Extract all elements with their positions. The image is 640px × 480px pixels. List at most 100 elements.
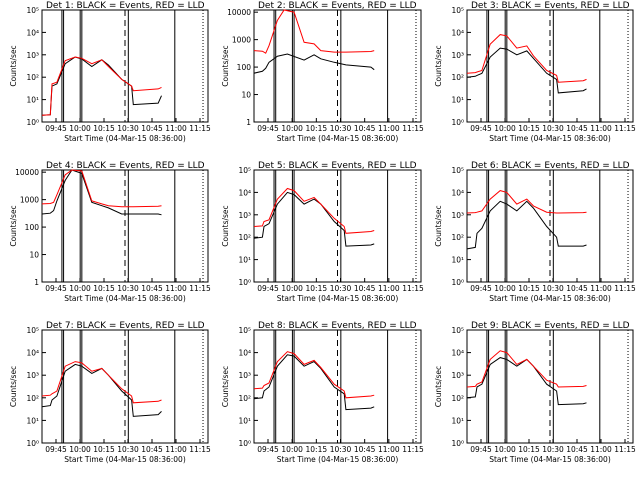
x-tick-label: 10:45 bbox=[141, 445, 163, 454]
panel-title: Det 6: BLACK = Events, RED = LLD bbox=[471, 161, 630, 171]
y-axis-label: Counts/sec bbox=[221, 366, 230, 407]
y-tick-label: 10¹ bbox=[451, 256, 464, 265]
x-tick-label: 10:15 bbox=[306, 124, 328, 133]
x-axis-label: Start Time (04-Mar-15 08:36:00) bbox=[64, 294, 186, 303]
x-tick-label: 11:00 bbox=[165, 445, 187, 454]
x-tick-label: 10:00 bbox=[281, 124, 303, 133]
x-tick-label: 10:15 bbox=[306, 284, 328, 293]
x-tick-label: 09:45 bbox=[45, 124, 67, 133]
series-lld-line bbox=[253, 187, 375, 234]
x-tick-label: 10:00 bbox=[494, 284, 516, 293]
y-tick-label: 1000 bbox=[20, 196, 39, 205]
y-tick-label: 100 bbox=[237, 63, 252, 72]
series-events-line bbox=[253, 191, 375, 247]
y-tick-label: 10¹ bbox=[26, 416, 39, 425]
x-axis-label: Start Time (04-Mar-15 08:36:00) bbox=[64, 455, 186, 464]
y-tick-label: 10⁵ bbox=[451, 6, 464, 15]
y-tick-label: 10⁵ bbox=[26, 6, 39, 15]
x-tick-label: 11:00 bbox=[590, 284, 612, 293]
x-tick-label: 10:00 bbox=[281, 284, 303, 293]
y-tick-label: 10⁴ bbox=[238, 349, 251, 358]
y-tick-label: 10² bbox=[26, 394, 39, 403]
series-events-line bbox=[466, 47, 587, 94]
x-tick-label: 09:45 bbox=[470, 124, 492, 133]
x-tick-label: 10:15 bbox=[93, 445, 115, 454]
x-tick-label: 09:45 bbox=[257, 445, 279, 454]
y-tick-label: 10³ bbox=[451, 371, 464, 380]
series-events-line bbox=[41, 363, 162, 417]
series-events-line bbox=[41, 56, 162, 116]
x-axis-label: Start Time (04-Mar-15 08:36:00) bbox=[489, 455, 611, 464]
series-events-line bbox=[253, 354, 375, 411]
x-tick-label: 09:45 bbox=[470, 445, 492, 454]
panel-title: Det 1: BLACK = Events, RED = LLD bbox=[46, 1, 205, 11]
panel-title: Det 5: BLACK = Events, RED = LLD bbox=[258, 161, 417, 171]
x-tick-label: 11:00 bbox=[590, 124, 612, 133]
y-tick-label: 10⁵ bbox=[451, 326, 464, 335]
x-tick-label: 10:00 bbox=[69, 124, 91, 133]
x-tick-label: 09:45 bbox=[257, 284, 279, 293]
y-tick-label: 10⁴ bbox=[451, 188, 464, 197]
x-tick-label: 10:30 bbox=[330, 445, 352, 454]
x-tick-label: 11:15 bbox=[614, 284, 636, 293]
y-tick-label: 10⁵ bbox=[451, 166, 464, 175]
x-tick-label: 09:45 bbox=[257, 124, 279, 133]
x-tick-label: 10:15 bbox=[93, 284, 115, 293]
series-lld-line bbox=[466, 34, 587, 83]
y-tick-label: 10⁰ bbox=[451, 439, 464, 448]
plot-frame bbox=[41, 329, 209, 444]
y-tick-label: 10⁴ bbox=[26, 349, 39, 358]
y-tick-label: 10¹ bbox=[238, 256, 251, 265]
x-tick-label: 11:00 bbox=[378, 284, 400, 293]
y-tick-label: 10⁴ bbox=[451, 349, 464, 358]
y-tick-label: 10⁵ bbox=[26, 326, 39, 335]
x-tick-label: 10:00 bbox=[494, 124, 516, 133]
y-tick-label: 10⁴ bbox=[451, 28, 464, 37]
x-tick-label: 11:15 bbox=[402, 445, 424, 454]
x-axis-label: Start Time (04-Mar-15 08:36:00) bbox=[64, 134, 186, 143]
det-panel-3: Det 3: BLACK = Events, RED = LLD 10⁰ 10¹ 10… bbox=[434, 1, 636, 143]
x-tick-label: 10:45 bbox=[141, 284, 163, 293]
y-tick-label: 10³ bbox=[451, 51, 464, 60]
x-axis-label: Start Time (04-Mar-15 08:36:00) bbox=[277, 134, 399, 143]
x-tick-label: 11:15 bbox=[402, 284, 424, 293]
y-tick-label: 1 bbox=[246, 118, 251, 127]
panel-title: Det 3: BLACK = Events, RED = LLD bbox=[471, 1, 630, 11]
y-tick-label: 10³ bbox=[451, 211, 464, 220]
x-tick-label: 11:15 bbox=[614, 124, 636, 133]
y-axis-label: Counts/sec bbox=[434, 205, 443, 246]
y-tick-label: 10² bbox=[26, 73, 39, 82]
x-tick-label: 09:45 bbox=[45, 445, 67, 454]
x-tick-label: 10:15 bbox=[518, 284, 540, 293]
series-lld-line bbox=[253, 351, 375, 399]
y-tick-label: 10⁰ bbox=[26, 439, 39, 448]
y-tick-label: 10⁵ bbox=[238, 326, 251, 335]
x-tick-label: 10:15 bbox=[518, 124, 540, 133]
x-tick-label: 10:45 bbox=[354, 284, 376, 293]
y-tick-label: 10⁴ bbox=[238, 188, 251, 197]
y-axis-label: Counts/sec bbox=[9, 366, 18, 407]
x-tick-label: 10:30 bbox=[330, 124, 352, 133]
panel-title: Det 2: BLACK = Events, RED = LLD bbox=[258, 1, 417, 11]
y-tick-label: 10000 bbox=[227, 8, 251, 17]
x-tick-label: 11:00 bbox=[165, 124, 187, 133]
x-tick-label: 11:15 bbox=[402, 124, 424, 133]
series-lld-line bbox=[41, 169, 162, 208]
series-events-line bbox=[253, 53, 375, 74]
x-tick-label: 10:00 bbox=[281, 445, 303, 454]
det-panel-7: Det 7: BLACK = Events, RED = LLD 10⁰ 10¹ 10… bbox=[9, 321, 211, 464]
panel-title: Det 7: BLACK = Events, RED = LLD bbox=[46, 321, 205, 331]
series-lld-line bbox=[466, 190, 587, 214]
y-tick-label: 100 bbox=[25, 223, 40, 232]
det-panel-9: Det 9: BLACK = Events, RED = LLD 10⁰ 10¹ 10… bbox=[434, 321, 636, 464]
x-tick-label: 11:15 bbox=[189, 445, 211, 454]
x-axis-label: Start Time (04-Mar-15 08:36:00) bbox=[277, 294, 399, 303]
y-tick-label: 10000 bbox=[15, 168, 39, 177]
y-tick-label: 10¹ bbox=[451, 96, 464, 105]
y-tick-label: 1000 bbox=[232, 36, 251, 45]
y-tick-label: 10³ bbox=[238, 371, 251, 380]
y-tick-label: 10⁵ bbox=[238, 166, 251, 175]
x-tick-label: 10:00 bbox=[69, 445, 91, 454]
y-tick-label: 10² bbox=[238, 394, 251, 403]
